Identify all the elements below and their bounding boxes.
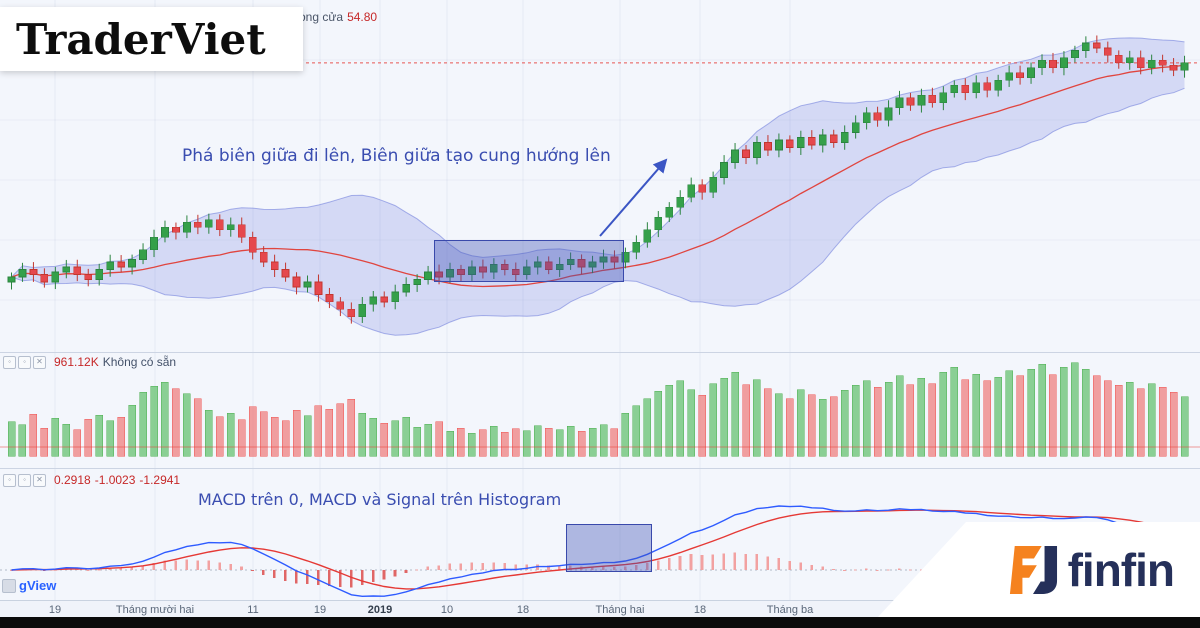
volume-panel-header: ◦ ◦ ✕ 961.12K Không có sẵn xyxy=(3,355,176,369)
main-chart[interactable] xyxy=(0,0,1200,600)
axis-tick-label: Tháng ba xyxy=(766,604,814,616)
macd-signal-value: -1.2941 xyxy=(139,473,181,487)
tradingview-icon xyxy=(2,578,16,593)
tradingview-partial-text: gView xyxy=(19,578,57,593)
price-panel-header: ong cửa 54.80 xyxy=(299,10,377,24)
macd-highlight-box[interactable] xyxy=(566,524,652,572)
bottom-bar xyxy=(0,617,1200,628)
axis-tick-label: 10 xyxy=(440,604,454,616)
axis-tick-label: Tháng mười hai xyxy=(115,604,195,616)
volume-macd-divider[interactable] xyxy=(0,468,1200,469)
axis-tick-label: 18 xyxy=(693,604,707,616)
axis-tick-label: 2019 xyxy=(367,604,393,616)
finfin-logo-text: finfin xyxy=(1067,543,1175,596)
macd-line-value: -1.0023 xyxy=(94,473,136,487)
chart-canvas xyxy=(0,0,1200,600)
axis-tick-label: 11 xyxy=(247,604,259,616)
price-volume-divider[interactable] xyxy=(0,352,1200,353)
macd-hist-value: 0.2918 xyxy=(54,473,91,487)
eye-icon[interactable]: ◦ xyxy=(3,355,16,369)
tradingview-attribution[interactable]: gView xyxy=(2,578,56,593)
close-icon[interactable]: ✕ xyxy=(33,355,46,369)
macd-panel-icons: ◦ ◦ ✕ xyxy=(3,473,46,487)
price-highlight-box[interactable] xyxy=(434,240,624,282)
traderviet-logo-text: TraderViet xyxy=(16,14,266,64)
finfin-logo-icon xyxy=(1008,545,1058,595)
close-icon[interactable]: ✕ xyxy=(33,473,46,487)
axis-tick-label: Tháng hai xyxy=(595,604,645,616)
volume-panel-icons: ◦ ◦ ✕ xyxy=(3,355,46,369)
axis-tick-label: 19 xyxy=(48,604,62,616)
volume-value: 961.12K xyxy=(54,355,99,369)
close-price-value: 54.80 xyxy=(347,10,378,24)
macd-annotation: MACD trên 0, MACD và Signal trên Histogr… xyxy=(198,490,562,509)
macd-panel-header: ◦ ◦ ✕ 0.2918 -1.0023 -1.2941 xyxy=(3,473,180,487)
volume-label: Không có sẵn xyxy=(102,355,177,369)
gear-icon[interactable]: ◦ xyxy=(18,355,31,369)
axis-tick-label: 19 xyxy=(313,604,327,616)
axis-tick-label: 18 xyxy=(516,604,530,616)
eye-icon[interactable]: ◦ xyxy=(3,473,16,487)
close-price-label: ong cửa xyxy=(299,10,344,24)
price-annotation: Phá biên giữa đi lên, Biên giữa tạo cung… xyxy=(182,146,611,166)
gear-icon[interactable]: ◦ xyxy=(18,473,31,487)
traderviet-banner: TraderViet xyxy=(0,7,303,71)
